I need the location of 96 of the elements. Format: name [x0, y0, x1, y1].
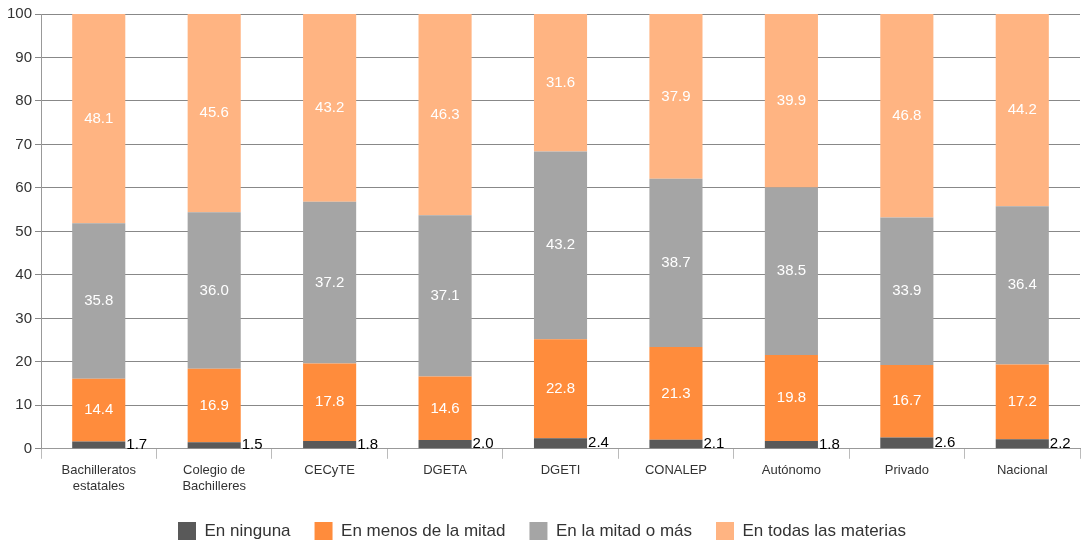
bar — [72, 441, 126, 449]
bar — [649, 14, 703, 179]
data-label: 17.8 — [315, 392, 345, 410]
data-label: 36.0 — [199, 280, 229, 298]
bar — [995, 439, 1049, 449]
x-tick-label: Colegio de Bachilleres — [182, 462, 247, 493]
bar — [418, 440, 472, 449]
bar — [72, 378, 126, 442]
x-tick-label: Nacional — [996, 462, 1048, 478]
y-tick-label: 40 — [15, 265, 33, 283]
x-tick-label: Privado — [884, 462, 929, 478]
data-label: 36.4 — [1007, 275, 1037, 293]
data-label: 39.9 — [776, 90, 806, 108]
bar — [187, 368, 241, 443]
x-tick-label: Bachilleratos estatales — [61, 462, 137, 493]
data-label: 16.9 — [199, 395, 229, 413]
legend-label: En menos de la mitad — [341, 520, 506, 540]
bar — [303, 201, 357, 364]
bar — [880, 14, 934, 218]
data-label: 46.8 — [892, 105, 922, 123]
data-label: 46.3 — [430, 104, 460, 122]
bar — [187, 442, 241, 449]
bar — [880, 364, 934, 438]
bar — [72, 223, 126, 379]
data-label: 48.1 — [84, 108, 114, 126]
data-label: 2.0 — [472, 434, 494, 452]
bar — [72, 14, 126, 224]
bar — [880, 437, 934, 449]
data-label: 1.5 — [241, 435, 263, 453]
bar — [764, 440, 818, 449]
x-tick-label: DGETI — [540, 462, 581, 478]
legend-label: En ninguna — [204, 520, 292, 540]
y-tick-label: 90 — [15, 47, 33, 65]
bar — [649, 178, 703, 348]
x-tick-label: DGETA — [423, 462, 468, 478]
data-label: 38.7 — [661, 253, 691, 271]
y-tick-label: 30 — [15, 308, 33, 326]
x-tick-label: CONALEP — [644, 462, 708, 478]
bar — [187, 212, 241, 369]
data-label: 44.2 — [1007, 100, 1037, 118]
data-label: 2.6 — [934, 433, 956, 451]
bar — [880, 217, 934, 365]
bar — [764, 187, 818, 355]
data-label: 2.1 — [703, 434, 725, 452]
data-label: 17.2 — [1007, 391, 1037, 409]
data-label: 38.5 — [776, 261, 806, 279]
legend-label: En la mitad o más — [555, 520, 693, 540]
bar — [995, 14, 1049, 207]
data-label: 37.2 — [315, 272, 345, 290]
data-label: 14.6 — [430, 398, 460, 416]
bar — [995, 364, 1049, 440]
data-label: 14.4 — [84, 400, 114, 418]
data-label: 31.6 — [545, 72, 576, 90]
y-tick-label: 0 — [23, 438, 33, 456]
data-label: 19.8 — [776, 388, 806, 406]
data-label: 1.7 — [126, 434, 148, 452]
data-label: 35.8 — [84, 291, 114, 309]
bar — [764, 14, 818, 188]
data-label: 1.8 — [357, 434, 379, 452]
bar — [764, 354, 818, 441]
data-label: 21.3 — [661, 383, 691, 401]
bar — [649, 439, 703, 449]
bar — [533, 151, 588, 340]
bar — [649, 347, 703, 440]
y-tick-label: 60 — [15, 178, 33, 196]
data-label: 2.2 — [1049, 433, 1071, 451]
x-tick-label: Autónomo — [761, 462, 822, 478]
data-label: 45.6 — [199, 103, 229, 121]
bar — [303, 14, 357, 202]
data-label: 37.1 — [430, 286, 460, 304]
bar — [418, 14, 472, 216]
bar — [533, 339, 588, 439]
data-label: 43.2 — [315, 98, 345, 116]
bar — [418, 376, 472, 441]
bar — [303, 363, 357, 441]
bar — [533, 438, 588, 449]
data-label: 1.8 — [818, 434, 840, 452]
x-tick-label: CECyTE — [304, 462, 356, 478]
bar — [995, 206, 1049, 365]
y-tick-label: 20 — [15, 351, 33, 369]
bar — [418, 215, 472, 377]
y-tick-label: 100 — [7, 4, 33, 22]
data-label: 37.9 — [661, 86, 691, 104]
data-label: 43.2 — [545, 235, 576, 253]
y-tick-label: 80 — [15, 91, 33, 109]
y-tick-label: 50 — [15, 221, 33, 239]
bar — [303, 440, 357, 449]
y-tick-label: 70 — [15, 134, 33, 152]
legend-label: En todas las materias — [742, 520, 906, 540]
data-label: 22.8 — [545, 378, 576, 396]
data-label: 16.7 — [892, 391, 922, 409]
y-tick-label: 10 — [15, 395, 33, 413]
bar — [533, 14, 588, 152]
data-label: 2.4 — [588, 433, 609, 451]
data-label: 33.9 — [892, 281, 922, 299]
bar — [187, 14, 241, 213]
